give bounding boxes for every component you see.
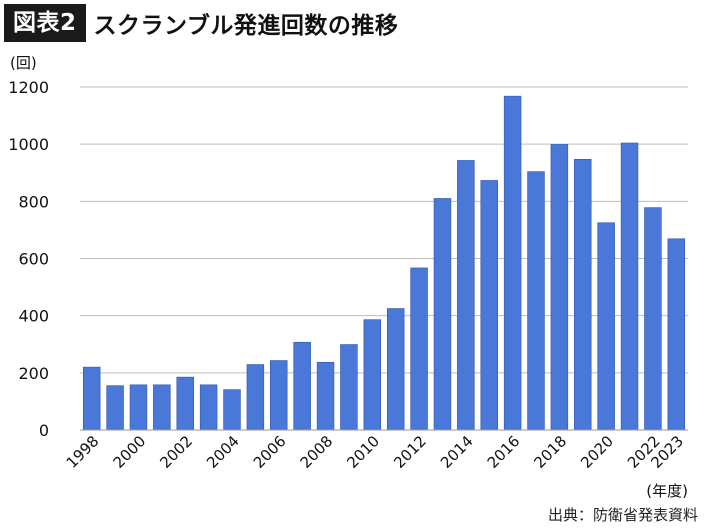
x-tick-label: 1998 [63,432,103,472]
x-tick-label: 2000 [110,432,150,472]
y-axis-label: (回) [10,54,37,72]
y-tick-label: 400 [18,307,49,326]
gridlines [80,86,688,374]
bar-2009 [340,344,358,431]
x-tick-label: 2014 [437,432,477,472]
x-tick-labels: 1998 2000 2002 2004 2006 2008 2010 2012 2014 2016… [63,432,687,472]
chart-header: 図表2 スクランブル発進回数の推移 [4,4,398,42]
x-axis-label: (年度) [646,482,688,500]
y-tick-labels: 0 200 400 600 800 1000 1200 [8,78,49,440]
bar-2015 [480,180,498,431]
y-tick-label: 600 [18,250,49,269]
x-tick-label: 2010 [343,432,383,472]
bar-2002 [176,376,194,431]
x-tick-label: 2006 [250,432,290,472]
chart-title: スクランブル発進回数の推移 [93,13,399,39]
bar-2020 [597,222,615,431]
bar-2012 [410,267,428,431]
x-tick-label: 2008 [297,432,337,472]
bar-2018 [550,144,569,431]
bar-2014 [457,160,475,431]
x-tick-label: 2002 [156,432,196,472]
bar-2013 [433,198,452,431]
bar-2011 [386,308,405,431]
bar-2000 [129,384,148,431]
bar-1998 [82,366,101,431]
bars [82,95,686,431]
figure-badge: 図表2 [4,4,86,42]
bar-2007 [293,341,311,431]
bar-2005 [246,364,265,431]
x-tick-label: 2018 [530,432,570,472]
x-tick-label: 2012 [390,432,430,472]
bar-2006 [270,360,288,431]
y-tick-label: 1000 [8,135,49,154]
bar-2003 [199,384,218,431]
x-tick-label: 2020 [577,432,617,472]
bar-2010 [363,319,382,431]
y-tick-label: 0 [39,421,49,440]
bar-2019 [574,159,592,431]
bar-2021 [620,142,639,431]
y-tick-label: 200 [18,364,49,383]
bar-2017 [527,171,545,431]
bar-2022 [644,207,662,431]
y-tick-label: 1200 [8,78,49,97]
x-tick-label: 2016 [484,432,524,472]
bar-2008 [316,361,335,431]
source-note: 出典：防衛省発表資料 [547,506,698,524]
bar-2016 [503,95,522,431]
bar-2004 [223,389,241,431]
y-tick-label: 800 [18,192,49,211]
bar-2023 [667,238,686,431]
x-tick-label: 2004 [203,432,243,472]
bar-2001 [153,384,171,431]
bar-1999 [106,385,124,431]
